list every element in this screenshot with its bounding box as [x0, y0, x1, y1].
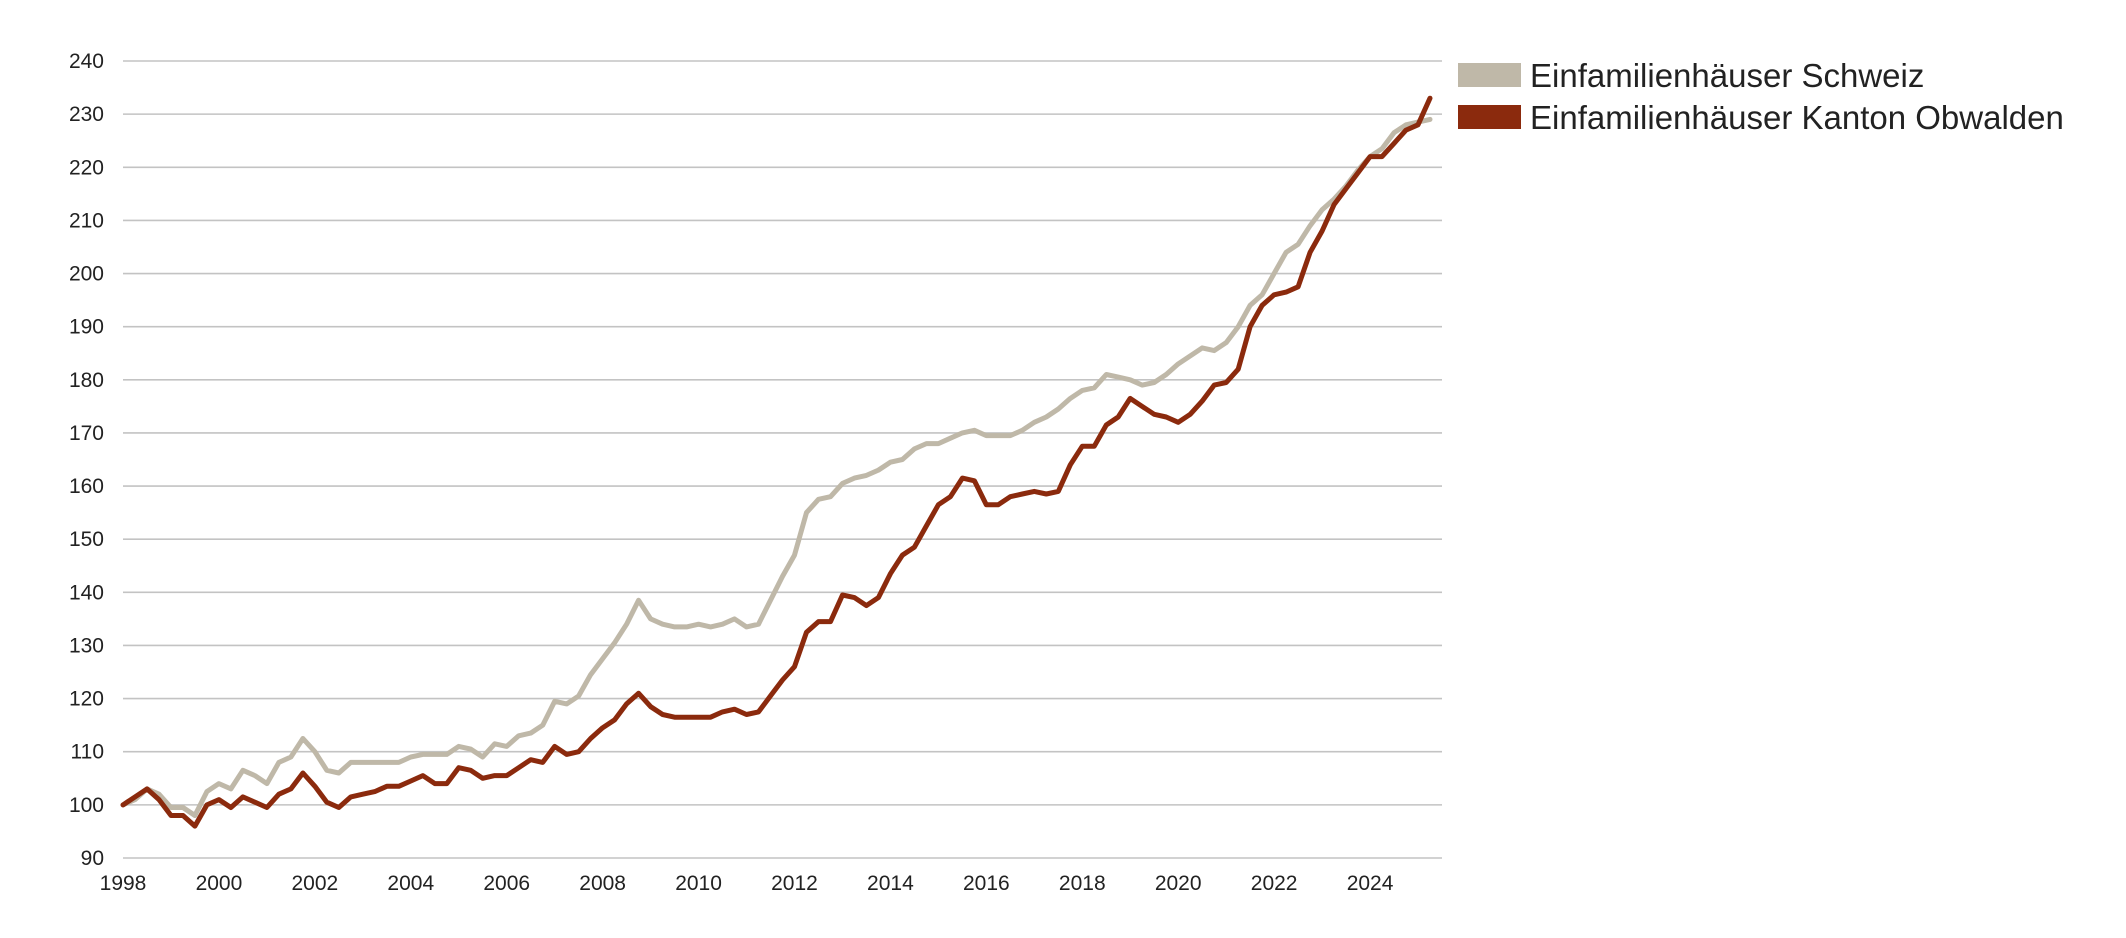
x-tick-label: 2004: [387, 872, 434, 895]
y-axis-tick-labels: 90 100 110 120 130 140 150 160 170 180 190 200 210 22…: [69, 50, 104, 870]
y-tick-label: 200: [69, 263, 104, 286]
x-tick-label: 2014: [867, 872, 914, 895]
y-tick-label: 170: [69, 422, 104, 445]
y-tick-label: 220: [69, 156, 104, 179]
y-tick-label: 190: [69, 316, 104, 339]
y-tick-label: 130: [69, 634, 104, 657]
y-tick-label: 110: [71, 741, 104, 764]
y-tick-label: 230: [69, 103, 104, 126]
gridlines: [123, 60, 1442, 859]
x-tick-label: 2012: [771, 872, 818, 895]
x-tick-label: 2006: [483, 872, 530, 895]
y-tick-label: 140: [69, 581, 104, 604]
legend-swatch-schweiz: [1458, 63, 1521, 87]
series-line-schweiz: [120, 116, 1433, 818]
legend: Einfamilienhäuser Schweiz Einfamilienhäu…: [1458, 57, 2064, 136]
x-axis-tick-labels: 1998 2000 2002 2004 2006 2008 2010 2012 2014 2016…: [100, 872, 1394, 895]
x-tick-label: 2018: [1059, 872, 1106, 895]
legend-label-obwalden: Einfamilienhäuser Kanton Obwalden: [1530, 99, 2064, 136]
x-tick-label: 2010: [675, 872, 722, 895]
y-tick-label: 120: [69, 688, 104, 711]
x-tick-label: 2008: [579, 872, 626, 895]
x-tick-label: 2016: [963, 872, 1010, 895]
y-tick-label: 100: [69, 794, 104, 817]
x-tick-label: 2000: [196, 872, 243, 895]
legend-label-schweiz: Einfamilienhäuser Schweiz: [1530, 57, 1924, 94]
x-tick-label: 2022: [1251, 872, 1298, 895]
series-line-obwalden: [120, 95, 1433, 829]
x-tick-label: 1998: [100, 872, 147, 895]
x-tick-label: 2002: [291, 872, 338, 895]
y-tick-label: 150: [69, 528, 104, 551]
y-tick-label: 180: [69, 369, 104, 392]
y-tick-label: 90: [81, 847, 104, 870]
y-tick-label: 210: [69, 209, 104, 232]
x-tick-label: 2020: [1155, 872, 1202, 895]
y-tick-label: 240: [69, 50, 104, 73]
y-tick-label: 160: [69, 475, 104, 498]
legend-swatch-obwalden: [1458, 105, 1521, 129]
x-tick-label: 2024: [1347, 872, 1394, 895]
series-lines: [120, 95, 1433, 829]
